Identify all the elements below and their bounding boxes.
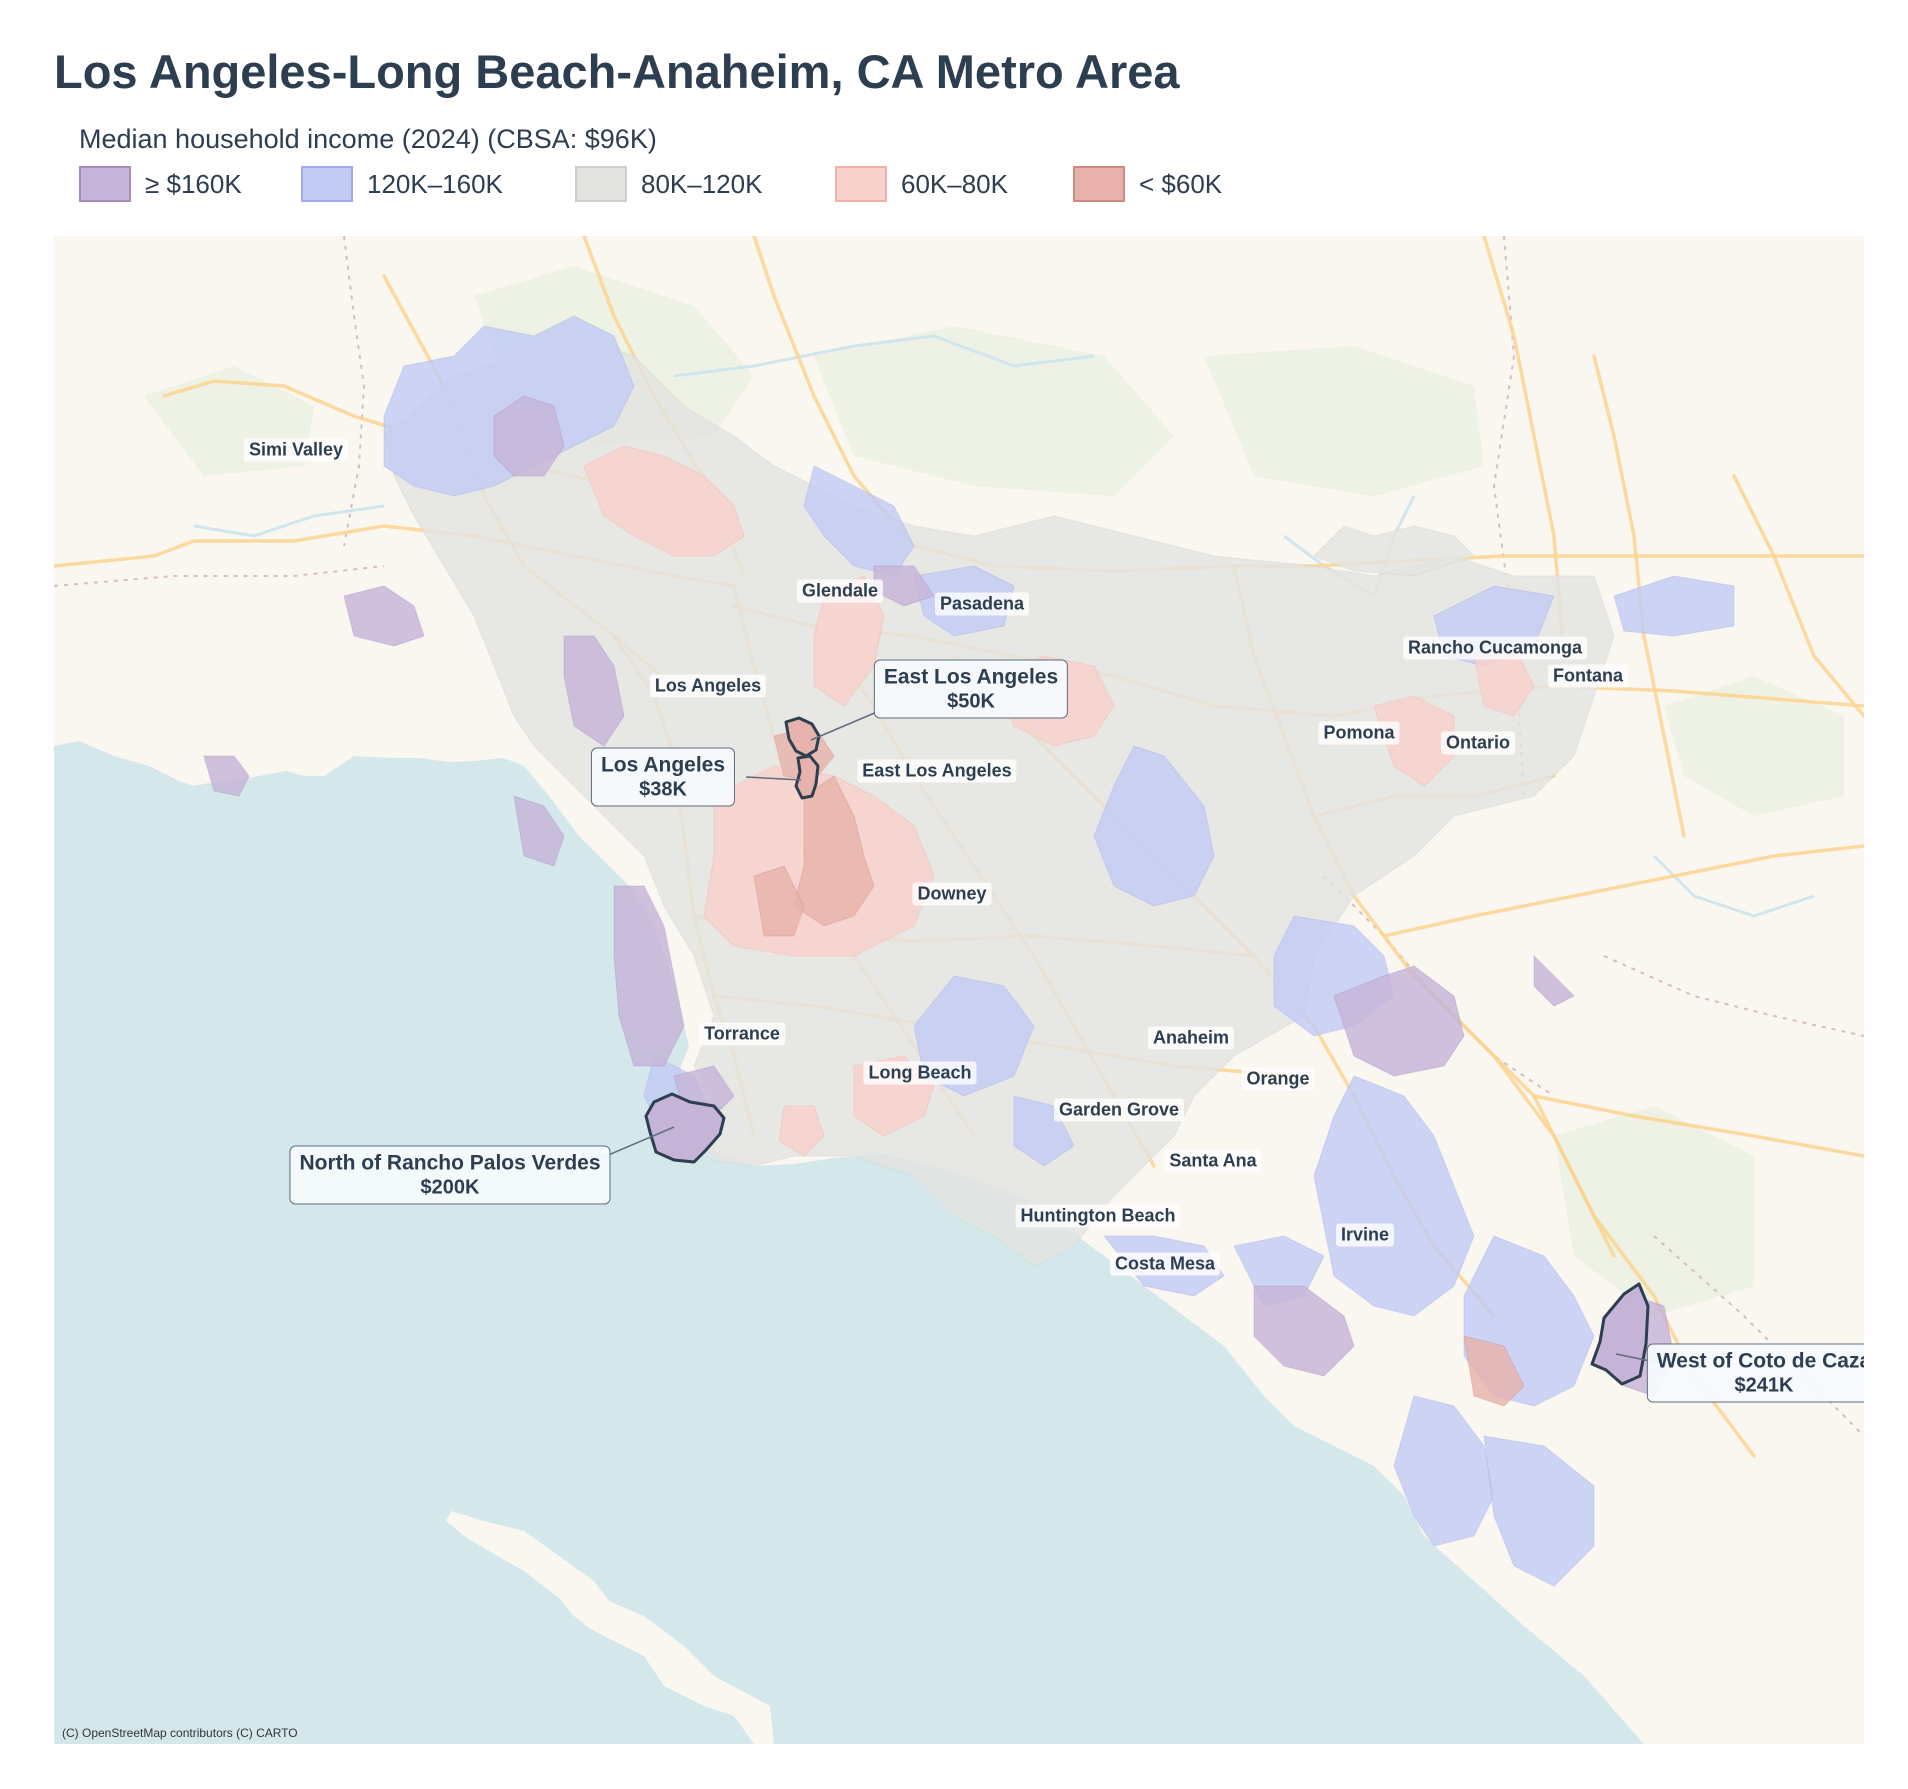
legend-label: 120K–160K [367,168,503,199]
city-label-torrance: Torrance [699,1022,785,1046]
legend-label: 60K–80K [901,168,1008,199]
city-label-irvine: Irvine [1335,1223,1395,1247]
legend-item-160k-plus: ≥ $160K [79,164,242,204]
callout-value: $241K [1734,1374,1794,1397]
city-label-los-angeles: Los Angeles [649,674,767,698]
map-attribution: (C) OpenStreetMap contributors (C) CARTO [62,1726,298,1740]
callout-name: East Los Angeles [883,665,1059,689]
callout-name: Los Angeles [600,753,726,777]
legend-swatch [79,166,131,202]
legend-title: Median household income (2024) (CBSA: $9… [79,124,657,154]
callout-name: North of Rancho Palos Verdes [299,1151,601,1175]
legend-item-80k-120k: 80K–120K [575,164,762,204]
city-label-glendale: Glendale [796,579,884,603]
city-label-rancho-cucamonga: Rancho Cucamonga [1402,636,1588,660]
ocean [54,741,1644,1744]
catalina-island [446,1511,774,1744]
callout-value: $50K [947,690,995,713]
page-title: Los Angeles-Long Beach-Anaheim, CA Metro… [54,45,1180,98]
map-canvas[interactable]: Simi Valley Glendale Pasadena Los Angele… [54,236,1864,1744]
city-label-santa-ana: Santa Ana [1164,1149,1262,1173]
city-label-ontario: Ontario [1440,731,1516,755]
callout-name: West of Coto de Caza [1656,1349,1864,1373]
legend-swatch [1073,166,1125,202]
city-label-pasadena: Pasadena [934,592,1030,616]
highlight-east-los-angeles [784,716,821,758]
legend-item-120k-160k: 120K–160K [301,164,503,204]
city-label-garden-grove: Garden Grove [1053,1098,1185,1122]
highlighted-tracts [644,716,1650,1386]
city-label-huntington-beach: Huntington Beach [1015,1204,1181,1228]
city-label-orange: Orange [1241,1067,1315,1091]
callout-value: $200K [420,1176,480,1199]
callout-los-angeles: Los Angeles $38K [590,747,736,807]
legend-swatch [301,166,353,202]
callout-west-of-coto-de-caza: West of Coto de Caza $241K [1646,1343,1864,1403]
city-label-long-beach: Long Beach [863,1061,977,1085]
city-label-anaheim: Anaheim [1147,1026,1235,1050]
city-label-costa-mesa: Costa Mesa [1109,1252,1221,1276]
legend-swatch [575,166,627,202]
legend-label: 80K–120K [641,168,763,199]
city-label-simi-valley: Simi Valley [243,438,349,462]
callout-north-of-rancho-palos-verdes: North of Rancho Palos Verdes $200K [289,1145,611,1205]
legend-swatch [835,166,887,202]
callout-value: $38K [639,778,687,801]
callout-east-los-angeles: East Los Angeles $50K [873,659,1069,719]
legend-item-under-60k: < $60K [1073,164,1222,204]
city-label-pomona: Pomona [1318,721,1400,745]
city-label-east-los-angeles: East Los Angeles [857,759,1017,783]
legend-item-60k-80k: 60K–80K [835,164,1008,204]
highlight-rancho-palos-verdes [644,1092,726,1164]
highlight-coto-de-caza [1590,1282,1650,1386]
legend-label: ≥ $160K [145,168,242,199]
map-svg [54,236,1864,1744]
highlight-los-angeles [794,754,820,800]
city-label-fontana: Fontana [1548,664,1628,688]
city-label-downey: Downey [912,882,992,906]
legend-label: < $60K [1139,168,1223,199]
